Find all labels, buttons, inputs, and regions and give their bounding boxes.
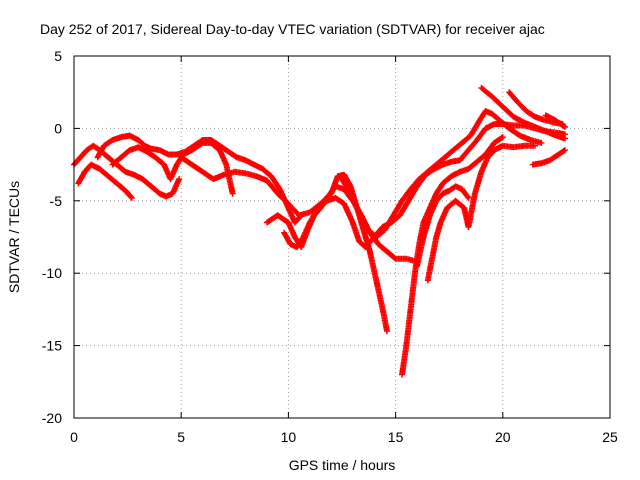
marker-trail xyxy=(339,108,545,240)
y-tick-label: -20 xyxy=(42,410,62,426)
marker-trail xyxy=(109,139,236,197)
series-track-11 xyxy=(424,197,472,284)
chart-title: Day 252 of 2017, Sidereal Day-to-day VTE… xyxy=(40,21,545,37)
x-tick-label: 0 xyxy=(70,429,78,445)
x-tick-label: 20 xyxy=(495,429,511,445)
series-track-5 xyxy=(178,154,390,335)
marker-trail xyxy=(424,197,472,284)
x-axis-label: GPS time / hours xyxy=(289,457,396,473)
series-track-8 xyxy=(339,108,545,240)
marker-trail xyxy=(529,147,568,168)
y-axis: -20 -15 -10 -5 0 5 xyxy=(42,48,610,426)
marker-trail xyxy=(465,142,538,230)
series-track-10 xyxy=(414,183,472,269)
data-markers xyxy=(71,84,568,378)
series-track-12 xyxy=(465,142,538,230)
y-tick-label: -15 xyxy=(42,338,62,354)
marker-trail xyxy=(414,183,472,269)
x-tick-label: 25 xyxy=(602,429,618,445)
grid-lines xyxy=(74,56,610,418)
series-track-16 xyxy=(542,112,568,130)
marker-trail xyxy=(75,161,135,201)
y-tick-label: 0 xyxy=(54,120,62,136)
series-track-2 xyxy=(75,161,135,201)
marker-trail xyxy=(478,84,568,138)
series-track-13 xyxy=(478,84,568,138)
marker-trail xyxy=(399,134,506,378)
series-track-4 xyxy=(109,139,236,197)
y-tick-label: -5 xyxy=(50,193,63,209)
plot-frame xyxy=(73,55,611,419)
x-axis: 0 5 10 15 20 25 xyxy=(70,56,618,445)
series-track-6 xyxy=(264,183,420,265)
series-track-15 xyxy=(529,147,568,168)
y-tick-label: -10 xyxy=(42,265,62,281)
y-tick-label: 5 xyxy=(54,48,62,64)
x-tick-label: 10 xyxy=(281,429,297,445)
x-tick-label: 15 xyxy=(388,429,404,445)
y-axis-label: SDTVAR / TECUs xyxy=(6,181,22,293)
x-tick-label: 5 xyxy=(177,429,185,445)
marker-trail xyxy=(178,154,390,335)
marker-trail xyxy=(264,183,420,265)
marker-trail xyxy=(542,112,568,130)
series-track-9 xyxy=(399,134,506,378)
